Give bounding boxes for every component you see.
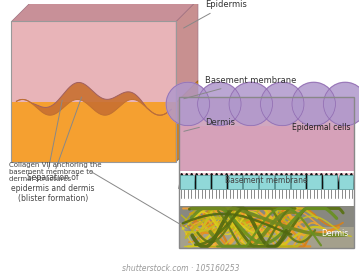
Circle shape [229,82,273,126]
Polygon shape [176,81,198,162]
Circle shape [261,82,304,126]
Text: Basement membrane: Basement membrane [184,76,296,99]
FancyBboxPatch shape [291,175,305,189]
Text: Basement membrane: Basement membrane [225,176,308,185]
Polygon shape [17,82,171,115]
Polygon shape [12,22,176,102]
Polygon shape [179,174,354,189]
FancyBboxPatch shape [323,175,337,189]
Circle shape [292,82,336,126]
Text: Dermis: Dermis [322,229,349,238]
FancyBboxPatch shape [228,175,242,189]
Text: shutterstock.com · 105160253: shutterstock.com · 105160253 [122,264,240,273]
Text: Collagen VII anchoring the
basement membrane to
dermal structures: Collagen VII anchoring the basement memb… [9,162,101,182]
Bar [179,97,354,248]
FancyBboxPatch shape [259,175,274,189]
Circle shape [198,82,241,126]
FancyBboxPatch shape [180,175,194,189]
Text: Epidermal cells: Epidermal cells [292,123,351,132]
Polygon shape [12,0,198,22]
Bar [179,173,354,189]
FancyBboxPatch shape [307,175,321,189]
FancyBboxPatch shape [275,175,289,189]
Bar [179,227,354,248]
Circle shape [166,82,210,126]
Text: Separation of
epidermis and dermis
(blister formation): Separation of epidermis and dermis (blis… [11,173,95,203]
Polygon shape [176,0,198,102]
FancyBboxPatch shape [196,175,210,189]
Text: Dermis: Dermis [184,118,235,131]
Polygon shape [12,102,176,162]
Bar [179,206,354,248]
FancyBboxPatch shape [212,175,226,189]
FancyBboxPatch shape [243,175,258,189]
Circle shape [323,82,360,126]
Bar [179,97,354,171]
Text: Epidermis: Epidermis [184,0,247,28]
Bar [179,126,354,171]
FancyBboxPatch shape [339,175,353,189]
